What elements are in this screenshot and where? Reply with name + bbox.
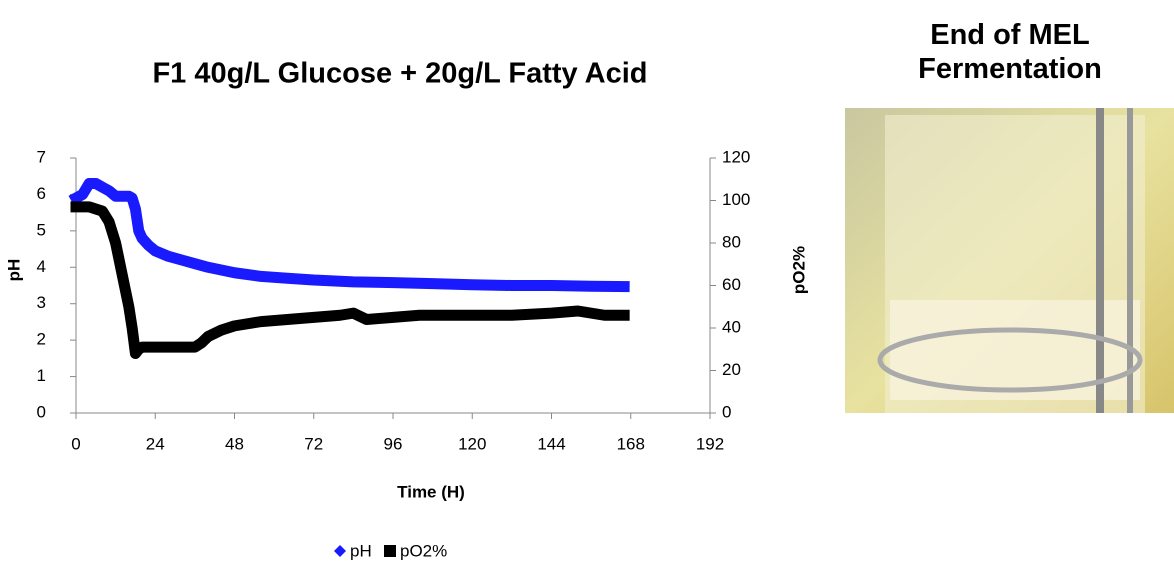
legend-label: pO2% (400, 541, 447, 560)
legend-label: pH (350, 541, 372, 560)
y2-tick-label: 20 (722, 360, 741, 379)
y2-axis-label: pO2% (789, 246, 808, 294)
x-tick-label: 48 (225, 434, 244, 453)
y-tick-label: 1 (37, 366, 46, 385)
legend-marker (334, 545, 346, 557)
y-tick-label: 5 (37, 220, 46, 239)
y-tick-label: 6 (37, 184, 46, 203)
page: F1 40g/L Glucose + 20g/L Fatty Acid Time… (0, 0, 1174, 568)
x-tick-label: 72 (304, 434, 323, 453)
x-axis-label: Time (H) (397, 482, 465, 501)
data-line (76, 184, 624, 287)
image-caption: End of MEL Fermentation (860, 18, 1160, 86)
x-tick-label: 168 (617, 434, 645, 453)
x-tick-label: 96 (384, 434, 403, 453)
photo (845, 108, 1174, 413)
y2-tick-label: 80 (722, 232, 741, 251)
y-tick-label: 4 (37, 257, 46, 276)
x-tick-label: 144 (537, 434, 565, 453)
y2-tick-label: 0 (722, 402, 731, 421)
chart-title: F1 40g/L Glucose + 20g/L Fatty Acid (152, 58, 647, 90)
y2-tick-label: 40 (722, 317, 741, 336)
y2-tick-label: 120 (722, 147, 750, 166)
y2-tick-label: 100 (722, 190, 750, 209)
y-tick-label: 2 (37, 330, 46, 349)
x-tick-label: 0 (71, 434, 80, 453)
x-tick-label: 24 (146, 434, 165, 453)
y-axis-label: pH (4, 259, 23, 282)
legend-marker (384, 545, 396, 557)
y2-tick-label: 60 (722, 275, 741, 294)
x-tick-label: 120 (458, 434, 486, 453)
x-tick-label: 192 (696, 434, 724, 453)
y-tick-label: 0 (37, 402, 46, 421)
y-tick-label: 7 (37, 147, 46, 166)
y-tick-label: 3 (37, 293, 46, 312)
